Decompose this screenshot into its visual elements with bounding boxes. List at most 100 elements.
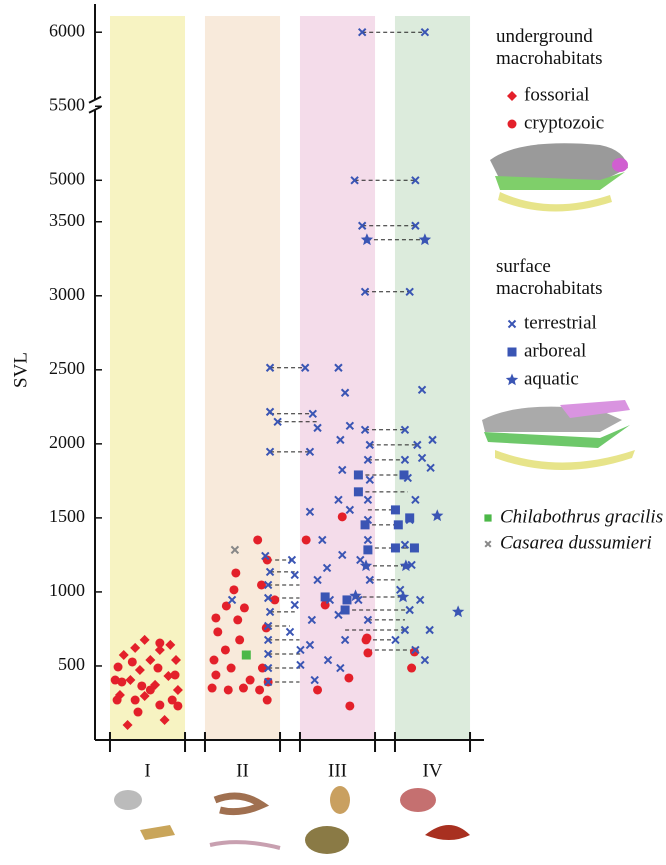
point [220,645,230,655]
point [241,650,251,660]
legend-label: terrestrial [524,312,597,333]
legend-marker [507,91,517,101]
point [245,675,255,685]
point [263,635,273,645]
point [139,691,150,702]
point [411,176,420,185]
point [155,638,165,648]
point [172,684,183,695]
legend-marker [505,373,519,386]
point [415,595,425,605]
x-tick-label: I [144,760,150,781]
x-tick-label: II [236,760,249,781]
point [227,595,237,605]
point [426,463,435,473]
point [229,585,239,595]
point [420,28,430,37]
point [340,388,350,397]
point [345,505,355,515]
point [407,560,416,570]
point [125,675,136,686]
point [171,655,181,666]
point [265,607,275,617]
series [230,545,240,555]
legend-marker [507,119,517,129]
point [255,685,265,695]
point [363,615,373,625]
point [213,627,223,637]
point [342,595,352,605]
series [241,650,251,660]
point [428,435,437,445]
point [263,593,273,603]
point [209,655,219,665]
point [139,634,150,645]
point [363,648,373,658]
point [265,447,275,457]
legend-title: surface macrohabitats [496,256,603,299]
y-tick-label: 5000 [49,168,85,188]
point [362,633,372,643]
point [153,663,163,673]
point [399,470,409,480]
category-band [299,16,376,740]
point [323,655,333,665]
point [407,663,417,673]
point [300,363,310,372]
point [340,605,350,615]
y-tick-label: 1500 [49,506,85,526]
point [417,385,427,395]
point [223,685,233,695]
point [452,605,465,618]
point [167,695,177,705]
point [353,487,363,497]
point [345,421,355,430]
x-tick-label: III [328,760,347,781]
point [261,551,270,561]
point [211,613,221,623]
point [173,701,183,711]
point [154,644,165,655]
point [308,409,318,419]
y-tick-label: 500 [58,654,85,674]
point [400,425,410,434]
point [337,512,347,522]
point [391,635,400,645]
point [285,627,295,637]
point [307,615,317,625]
point [356,555,365,565]
point [409,543,419,553]
y-tick-label: 3000 [49,284,85,304]
point [313,423,322,433]
point [338,550,347,560]
point [290,570,299,580]
point [357,221,367,230]
point [296,645,305,655]
point [405,513,415,523]
point [238,683,248,693]
y-tick-label: 5500 [49,94,85,114]
legend-label: Casarea dussumieri [500,532,652,553]
point [263,663,273,673]
point [145,655,156,666]
point [253,535,263,545]
point [417,453,427,463]
point [265,567,275,577]
point [263,621,273,631]
point [231,568,241,578]
point [344,673,354,683]
legend-label: aquatic [524,368,579,389]
point [112,695,122,705]
point [305,640,315,650]
point [405,287,414,296]
point [226,663,236,673]
legend-title: underground macrohabitats [496,26,603,69]
point [263,649,273,659]
point [360,233,374,246]
point [262,695,272,705]
point [127,657,137,667]
point [360,520,370,530]
point [334,495,343,505]
point [230,545,240,555]
point [390,505,400,515]
